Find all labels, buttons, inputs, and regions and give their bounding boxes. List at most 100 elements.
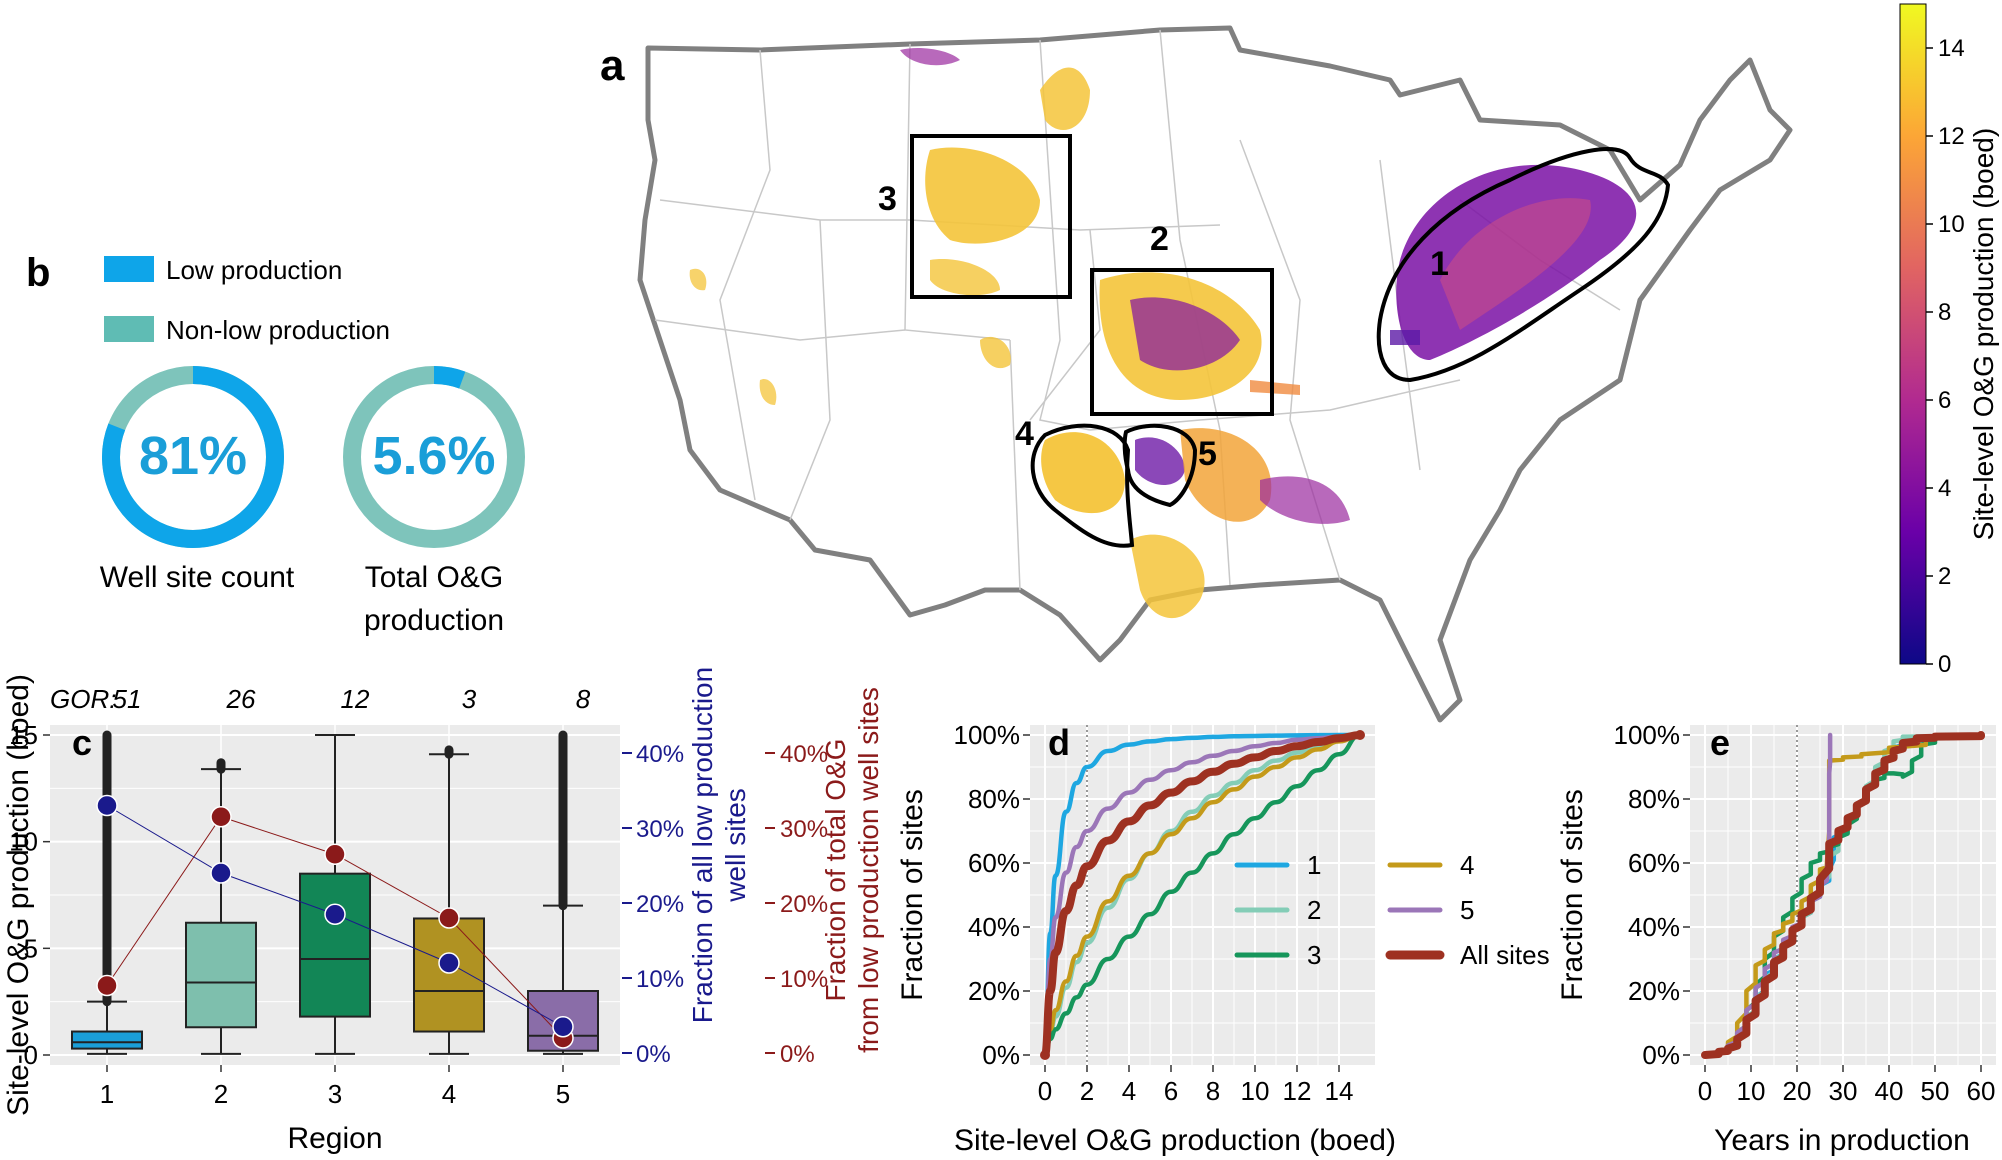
legend-label: 3 xyxy=(1307,940,1321,970)
panel-e-xlabel: Years in production xyxy=(1714,1124,1970,1157)
colorbar-gradient xyxy=(1899,3,1927,665)
blue-fraction-point xyxy=(96,794,118,817)
x-tick-label: 30 xyxy=(1829,1076,1858,1106)
x-tick-label: 14 xyxy=(1325,1076,1354,1106)
x-tick-label: 4 xyxy=(442,1079,456,1109)
x-tick-label: 8 xyxy=(1206,1076,1220,1106)
panel-e-label: e xyxy=(1710,722,1730,763)
donut-1-value: 81% xyxy=(139,426,247,486)
x-tick-label: 40 xyxy=(1875,1076,1904,1106)
panel-c-label: c xyxy=(72,722,92,763)
red-tick-label: 40% xyxy=(780,741,828,768)
blue-tick-label: 0% xyxy=(636,1041,671,1068)
colorbar-tick-label: 10 xyxy=(1938,211,1965,238)
panel-d-grid xyxy=(1030,725,1375,1065)
region-3-label: 3 xyxy=(878,180,897,218)
x-tick-label: 10 xyxy=(1737,1076,1766,1106)
panel-c-y-ticks: 0 5 10 15 xyxy=(9,720,50,1070)
panel-d-ylabel: Fraction of sites xyxy=(896,789,929,1001)
blue-tick-label: 20% xyxy=(636,891,684,918)
y-tick-label: 0 xyxy=(24,1040,38,1070)
blue-tick-label: 30% xyxy=(636,816,684,843)
end-point xyxy=(1355,730,1365,740)
x-tick-label: 60 xyxy=(1967,1076,1996,1106)
panel-d-cdf: 0%20%40%60%80%100% 0 2 4 6 8 10 12 14 12345All … xyxy=(896,720,1550,1157)
panel-d-y-ticks: 0% 20% 40% 60% 80% 100% xyxy=(954,720,1030,1070)
box-region-3 xyxy=(299,734,371,1055)
donut-2-value: 5.6% xyxy=(372,426,495,486)
y-tick-label: 100% xyxy=(954,720,1021,750)
x-tick-label: 2 xyxy=(1080,1076,1094,1106)
series-line-all-sites xyxy=(1701,731,1985,1059)
y-tick-label: 10 xyxy=(9,827,38,857)
panel-c-red-axis-label-2: from low production well sites xyxy=(853,687,884,1053)
blue-fraction-point xyxy=(210,862,232,884)
legend-nonlow-swatch xyxy=(104,316,154,342)
donut-1-low-arc xyxy=(102,366,284,548)
y-tick-label: 60% xyxy=(1628,848,1680,878)
panel-c-red-axis-label-1: Fraction of total O&G xyxy=(820,739,851,1002)
box-region-4 xyxy=(413,745,485,1055)
panel-c-xlabel: Region xyxy=(287,1122,382,1155)
legend-label: 2 xyxy=(1307,895,1321,925)
x-tick-label: 4 xyxy=(1122,1076,1136,1106)
panel-e-y-ticks: 0% 20% 40% 60% 80% 100% xyxy=(1614,720,1690,1070)
panel-e-years: 0% 20% 40% 60% 80% 100% 0 10 20 30 40 50 60 e Years… xyxy=(1556,720,1996,1157)
panel-c-blue-axis-label-1: Fraction of all low production xyxy=(687,667,718,1023)
y-tick-label: 15 xyxy=(9,720,38,750)
donut-well-count: 81% Well site count xyxy=(100,366,295,594)
box-region-5 xyxy=(527,730,599,1055)
x-tick-label: 2 xyxy=(214,1079,228,1109)
panel-d-xlabel: Site-level O&G production (boed) xyxy=(954,1124,1396,1157)
donut-2-caption-line-1: Total O&G xyxy=(365,561,503,594)
series-line-1 xyxy=(1042,732,1363,1058)
series-line-4 xyxy=(1042,732,1363,1058)
y-tick-label: 40% xyxy=(1628,912,1680,942)
legend-label: 1 xyxy=(1307,850,1321,880)
colorbar-title: Site-level O&G production (boed) xyxy=(1968,128,1999,540)
colorbar-tick-label: 14 xyxy=(1938,35,1965,62)
y-tick-label: 20% xyxy=(1628,976,1680,1006)
panel-c-blue-axis: 0% 10% 20% 30% 40% xyxy=(622,741,684,1068)
production-patches xyxy=(689,48,1637,619)
x-tick-label: 3 xyxy=(328,1079,342,1109)
y-tick-label: 0% xyxy=(982,1040,1020,1070)
legend-label: 5 xyxy=(1460,895,1474,925)
colorbar-ticks: 0 2 4 6 8 10 12 14 xyxy=(1926,35,1965,678)
gor-value: 51 xyxy=(113,684,142,714)
x-tick-label: 0 xyxy=(1698,1076,1712,1106)
gor-value: 3 xyxy=(462,684,477,714)
panel-c-x-ticks: 1 2 3 4 5 xyxy=(100,1065,570,1109)
region-4-label: 4 xyxy=(1015,415,1034,453)
panel-c-blue-axis-label-2: well sites xyxy=(720,788,751,903)
legend-low-swatch xyxy=(104,256,154,282)
panel-d-lines xyxy=(1040,730,1365,1060)
blue-fraction-point xyxy=(438,952,460,974)
panel-b-label: b xyxy=(26,251,50,295)
x-tick-label: 20 xyxy=(1783,1076,1812,1106)
red-fraction-point xyxy=(324,843,346,865)
panel-e-grid xyxy=(1690,725,1996,1065)
colorbar-tick-label: 0 xyxy=(1938,651,1951,678)
gor-title: GOR: xyxy=(50,684,116,714)
red-fraction-point xyxy=(438,907,460,929)
region-4-outline xyxy=(1030,423,1135,548)
gor-value: 8 xyxy=(576,684,591,714)
y-tick-label: 40% xyxy=(968,912,1020,942)
gor-value: 26 xyxy=(226,684,256,714)
region-3-box xyxy=(910,134,1072,299)
colorbar: 0 2 4 6 8 10 12 14 Site-level O&G production (b… xyxy=(1899,3,1999,678)
colorbar-tick-label: 12 xyxy=(1938,123,1965,150)
y-tick-label: 20% xyxy=(968,976,1020,1006)
region-5-outline xyxy=(1122,423,1198,508)
x-tick-label: 10 xyxy=(1241,1076,1270,1106)
series-line-all-sites xyxy=(1041,731,1364,1059)
red-tick-label: 10% xyxy=(780,966,828,993)
red-fraction-point xyxy=(210,806,232,828)
y-tick-label: 100% xyxy=(1614,720,1681,750)
series-line-3 xyxy=(1042,732,1363,1058)
red-tick-label: 20% xyxy=(780,891,828,918)
panel-c-gor: GOR:51 26 12 3 8 xyxy=(50,684,591,714)
